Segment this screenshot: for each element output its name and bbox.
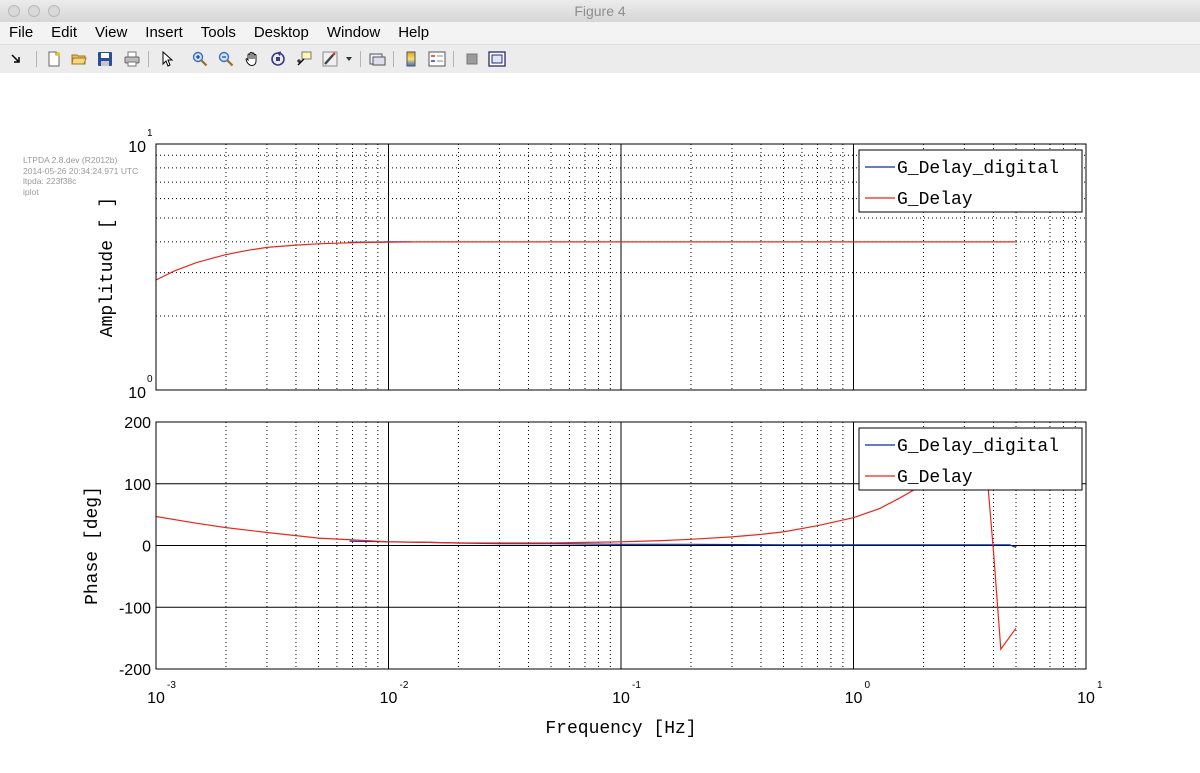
x-tick-exponent: -1 — [632, 680, 641, 691]
y-tick-label: 0 — [142, 539, 151, 556]
y-axis-label: Amplitude [ ] — [98, 197, 118, 337]
x-tick-exponent: 0 — [865, 680, 871, 691]
window-title: Figure 4 — [574, 3, 626, 19]
legend-entry: G_Delay_digital — [897, 437, 1059, 457]
y-tick-label: 200 — [124, 415, 151, 432]
brush-icon[interactable] — [320, 49, 340, 69]
x-axis-label: Frequency [Hz] — [545, 719, 696, 739]
minimize-window-button[interactable] — [28, 5, 40, 17]
link-plot-icon[interactable] — [367, 49, 387, 69]
info-line-version: LTPDA 2.8.dev (R2012b) — [23, 155, 118, 165]
print-icon[interactable] — [122, 49, 142, 69]
figure-canvas: LTPDA 2.8.dev (R2012b) 2014-05-26 20:34:… — [0, 73, 1200, 773]
legend-entry: G_Delay_digital — [897, 159, 1059, 179]
menu-desktop[interactable]: Desktop — [253, 24, 309, 41]
axes-box — [155, 143, 1087, 391]
plot-info-text: LTPDA 2.8.dev (R2012b) 2014-05-26 20:34:… — [23, 155, 138, 197]
y-axis-label: Phase [deg] — [83, 486, 103, 605]
series-line-g-delay — [155, 484, 1017, 651]
x-tick-label: 10 — [380, 690, 398, 707]
menu-view[interactable]: View — [95, 24, 128, 41]
series-line-g-delay — [155, 241, 1016, 281]
rotate-3d-icon[interactable] — [268, 49, 288, 69]
x-tick-label: 10 — [147, 690, 165, 707]
info-line-timestamp: 2014-05-26 20:34:24.971 UTC — [23, 165, 139, 176]
zoom-window-button[interactable] — [48, 5, 60, 17]
y-tick-label: 100 — [124, 477, 151, 494]
menu-help[interactable]: Help — [398, 24, 430, 41]
legend-box — [858, 149, 1083, 213]
hide-plot-tools-icon[interactable] — [462, 49, 482, 69]
pointer-icon[interactable] — [157, 49, 177, 69]
zoom-in-icon[interactable] — [190, 49, 210, 69]
dock-arrow-icon[interactable] — [6, 49, 26, 69]
menu-insert[interactable]: Insert — [145, 24, 183, 41]
y-tick-label: -200 — [119, 662, 151, 679]
menu-bar: File Edit View Insert Tools Desktop Wind… — [0, 22, 1200, 44]
legend-icon[interactable] — [427, 49, 447, 69]
data-cursor-icon[interactable] — [294, 49, 314, 69]
save-icon[interactable] — [95, 49, 115, 69]
x-tick-exponent: -2 — [400, 680, 409, 691]
menu-tools[interactable]: Tools — [200, 24, 236, 41]
legend-entry: G_Delay — [897, 190, 973, 210]
legend-entry: G_Delay — [897, 468, 973, 488]
x-tick-exponent: 1 — [1097, 680, 1103, 691]
y-tick-label: -100 — [119, 600, 151, 617]
pan-hand-icon[interactable] — [242, 49, 262, 69]
info-line-hash: ltpda: 223f38c — [23, 176, 77, 186]
menu-edit[interactable]: Edit — [51, 24, 78, 41]
zoom-out-icon[interactable] — [216, 49, 236, 69]
figure-toolbar — [0, 44, 1200, 74]
x-tick-label: 10 — [1077, 690, 1095, 707]
axes-box — [155, 421, 1087, 670]
x-tick-exponent: -3 — [167, 680, 176, 691]
show-plot-tools-icon[interactable] — [487, 49, 507, 69]
menu-window[interactable]: Window — [326, 24, 381, 41]
menu-file[interactable]: File — [9, 24, 34, 41]
x-tick-label: 10 — [845, 690, 863, 707]
x-tick-label: 10 — [612, 690, 630, 707]
new-figure-icon[interactable] — [44, 49, 64, 69]
y-tick-label: 10 — [128, 385, 146, 402]
close-window-button[interactable] — [8, 5, 20, 17]
y-tick-exponent: 0 — [147, 374, 153, 385]
y-tick-label: 10 — [128, 139, 146, 156]
info-line-function: iplot — [23, 186, 39, 197]
open-file-icon[interactable] — [69, 49, 89, 69]
dropdown-arrow-icon[interactable] — [342, 49, 356, 69]
y-tick-exponent: 1 — [147, 128, 153, 139]
window-title-bar: Figure 4 — [0, 0, 1200, 23]
colorbar-icon[interactable] — [401, 49, 421, 69]
legend-box — [858, 427, 1083, 491]
